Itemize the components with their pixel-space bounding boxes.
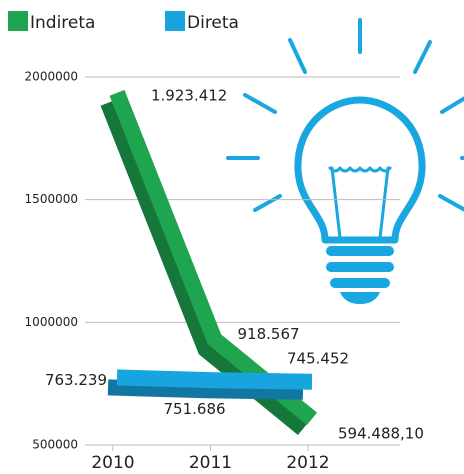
data-label: 918.567 (238, 325, 300, 343)
data-label: 745.452 (287, 349, 349, 367)
data-label: 1.923.412 (151, 86, 227, 104)
ribbon-side (100, 99, 309, 436)
legend-swatch (165, 11, 185, 31)
lightbulb-icon (226, 18, 464, 304)
data-label: 594.488,10 (338, 424, 424, 442)
legend-label: Indireta (30, 13, 95, 33)
x-tick-label: 2010 (91, 453, 134, 473)
y-tick-label: 2000000 (25, 70, 78, 84)
data-label: 763.239 (45, 371, 107, 389)
line (109, 89, 318, 426)
y-tick-label: 500000 (32, 438, 78, 452)
legend-label: Direta (187, 13, 239, 33)
y-tick-label: 1500000 (25, 192, 78, 206)
legend-swatch (8, 11, 28, 31)
x-tick-label: 2011 (189, 453, 232, 473)
data-label: 751.686 (164, 400, 226, 418)
ribbon-side (107, 379, 304, 400)
x-tick-label: 2012 (286, 453, 329, 473)
line (116, 369, 313, 390)
y-tick-label: 1000000 (25, 315, 78, 329)
